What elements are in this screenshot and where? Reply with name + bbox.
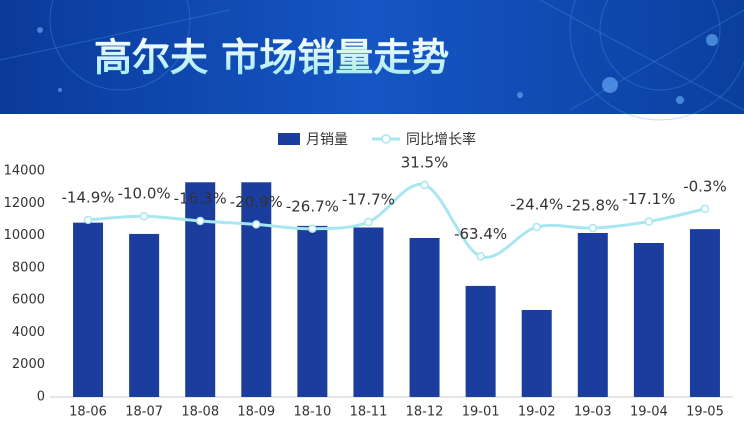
x-tick-label: 19-05 bbox=[686, 405, 724, 420]
bar bbox=[521, 309, 552, 397]
header-background bbox=[0, 0, 744, 114]
bar bbox=[633, 242, 664, 397]
bar bbox=[129, 233, 160, 397]
bar bbox=[689, 229, 720, 397]
x-tick-label: 18-09 bbox=[237, 405, 275, 420]
line-point bbox=[139, 211, 149, 221]
line-point bbox=[252, 220, 261, 229]
x-tick-label: 19-04 bbox=[630, 405, 668, 420]
data-label: -17.7% bbox=[342, 191, 395, 209]
line-point bbox=[364, 217, 373, 227]
y-tick-label: 14000 bbox=[4, 164, 45, 179]
data-label: -16.3% bbox=[174, 189, 227, 207]
data-label: -26.7% bbox=[286, 197, 339, 215]
line-point bbox=[83, 215, 93, 225]
legend-label: 月销量 bbox=[306, 132, 348, 148]
line-point bbox=[532, 222, 541, 232]
x-tick-label: 18-06 bbox=[69, 405, 107, 420]
bar bbox=[409, 237, 440, 397]
y-tick-label: 0 bbox=[37, 390, 45, 405]
data-label: -14.9% bbox=[62, 188, 115, 206]
bar bbox=[353, 227, 384, 397]
bar bbox=[465, 285, 496, 397]
bar bbox=[297, 225, 328, 397]
line-point bbox=[308, 224, 317, 234]
decoration bbox=[0, 0, 744, 121]
x-tick-label: 18-07 bbox=[125, 405, 163, 420]
line-point bbox=[476, 252, 485, 261]
bar bbox=[73, 222, 104, 397]
x-tick-label: 19-03 bbox=[574, 405, 612, 420]
data-label: -10.0% bbox=[118, 185, 171, 203]
x-tick-label: 18-11 bbox=[350, 405, 388, 420]
x-tick-label: 18-12 bbox=[406, 405, 444, 420]
data-label: 31.5% bbox=[401, 153, 449, 171]
data-label: -24.4% bbox=[510, 196, 563, 214]
bar bbox=[241, 182, 272, 397]
line-point bbox=[644, 217, 654, 226]
legend-swatch bbox=[278, 133, 300, 145]
line-point bbox=[588, 223, 598, 233]
x-tick-label: 19-02 bbox=[518, 405, 556, 420]
bar bbox=[185, 182, 216, 397]
data-label: -25.8% bbox=[566, 197, 619, 215]
decoration-dots bbox=[37, 27, 718, 104]
y-tick-label: 2000 bbox=[12, 357, 45, 372]
line-point bbox=[195, 216, 205, 226]
x-tick-label: 19-01 bbox=[462, 405, 500, 420]
chart: 0 2000 4000 6000 8000 10000 12000 14000 18-06 18-… bbox=[4, 131, 733, 420]
line-point bbox=[420, 180, 429, 190]
y-tick-label: 12000 bbox=[4, 196, 45, 211]
data-label: -17.1% bbox=[622, 190, 675, 208]
line-point bbox=[700, 204, 710, 214]
data-label: -20.9% bbox=[230, 193, 283, 211]
header-title: 高尔夫 市场销量走势 bbox=[94, 36, 449, 80]
x-tick-label: 18-08 bbox=[181, 405, 219, 420]
y-tick-label: 6000 bbox=[12, 293, 45, 308]
legend-swatch bbox=[381, 134, 391, 144]
data-label: -0.3% bbox=[683, 177, 727, 195]
x-tick-label: 18-10 bbox=[293, 405, 331, 420]
bar bbox=[577, 232, 608, 397]
y-tick-label: 4000 bbox=[12, 325, 45, 340]
data-label: -63.4% bbox=[454, 225, 507, 243]
legend-label: 同比增长率 bbox=[406, 131, 476, 148]
y-tick-label: 8000 bbox=[12, 260, 45, 275]
header: 高尔夫 市场销量走势 bbox=[0, 0, 744, 121]
y-tick-label: 10000 bbox=[4, 228, 45, 243]
